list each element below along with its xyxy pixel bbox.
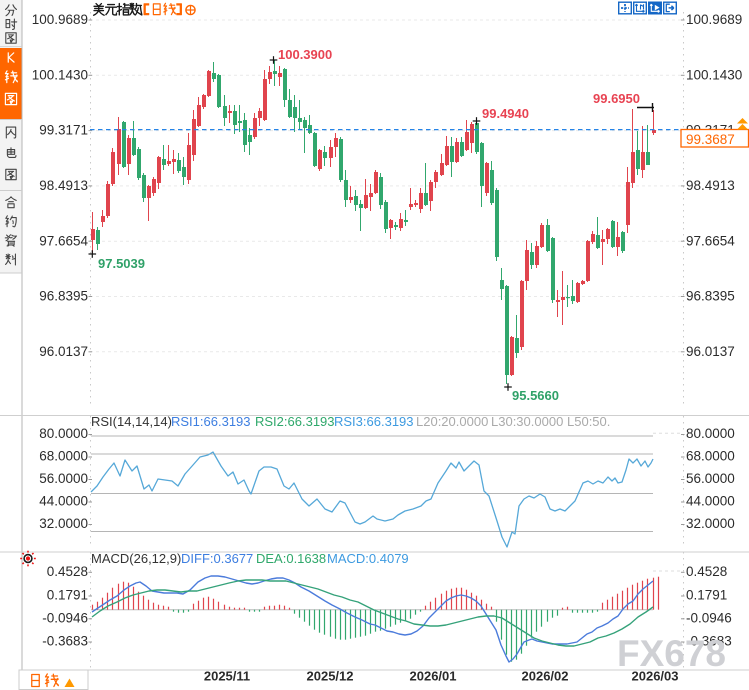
svg-text:2025/12: 2025/12	[307, 669, 354, 684]
svg-text:2026/01: 2026/01	[410, 669, 457, 684]
svg-text:98.4913: 98.4913	[39, 178, 88, 193]
svg-text:DIFF:0.3677: DIFF:0.3677	[181, 551, 253, 566]
svg-text:99.4940: 99.4940	[482, 106, 529, 121]
svg-text:RSI1:66.3193: RSI1:66.3193	[171, 414, 251, 429]
svg-text:L20:20.0000: L20:20.0000	[416, 414, 488, 429]
svg-text:99.6950: 99.6950	[593, 91, 640, 106]
svg-text:97.6654: 97.6654	[686, 233, 735, 248]
svg-text:2026/02: 2026/02	[522, 669, 569, 684]
svg-text:97.5039: 97.5039	[98, 256, 145, 271]
svg-text:RSI2:66.3193: RSI2:66.3193	[255, 414, 335, 429]
svg-text:L30:30.0000: L30:30.0000	[491, 414, 563, 429]
svg-text:100.9689: 100.9689	[686, 12, 742, 27]
svg-text:100.1430: 100.1430	[686, 67, 742, 82]
svg-text:2026/03: 2026/03	[632, 669, 679, 684]
svg-text:-0.3683: -0.3683	[42, 634, 88, 649]
svg-text:-0.0946: -0.0946	[42, 610, 88, 625]
svg-text:DEA:0.1638: DEA:0.1638	[256, 551, 326, 566]
svg-text:0.1791: 0.1791	[686, 588, 727, 603]
svg-text:98.4913: 98.4913	[686, 178, 735, 193]
svg-text:-0.3683: -0.3683	[686, 634, 732, 649]
svg-text:32.0000: 32.0000	[686, 516, 735, 531]
svg-text:44.0000: 44.0000	[686, 494, 735, 509]
svg-text:96.8395: 96.8395	[686, 289, 735, 304]
svg-text:MACD(26,12,9): MACD(26,12,9)	[91, 551, 181, 566]
svg-text:FX678: FX678	[617, 633, 726, 674]
svg-text:99.3171: 99.3171	[39, 123, 88, 138]
svg-text:68.0000: 68.0000	[39, 449, 88, 464]
svg-text:99.3687: 99.3687	[686, 132, 735, 147]
svg-text:95.5660: 95.5660	[512, 388, 559, 403]
svg-text:0.1791: 0.1791	[47, 588, 88, 603]
svg-text:RSI(14,14,14): RSI(14,14,14)	[91, 414, 172, 429]
svg-text:100.3900: 100.3900	[278, 47, 332, 62]
svg-text:0.4528: 0.4528	[47, 564, 88, 579]
svg-text:56.0000: 56.0000	[686, 471, 735, 486]
svg-text:80.0000: 80.0000	[686, 426, 735, 441]
svg-text:96.0137: 96.0137	[39, 344, 88, 359]
svg-text:2025/11: 2025/11	[204, 669, 250, 684]
svg-text:L50:50.: L50:50.	[567, 414, 610, 429]
svg-text:96.0137: 96.0137	[686, 344, 735, 359]
svg-text:0.4528: 0.4528	[686, 564, 727, 579]
svg-text:97.6654: 97.6654	[39, 233, 88, 248]
svg-text:44.0000: 44.0000	[39, 494, 88, 509]
svg-text:96.8395: 96.8395	[39, 289, 88, 304]
svg-text:32.0000: 32.0000	[39, 516, 88, 531]
svg-text:MACD:0.4079: MACD:0.4079	[327, 551, 409, 566]
svg-text:100.9689: 100.9689	[32, 12, 88, 27]
svg-text:80.0000: 80.0000	[39, 426, 88, 441]
svg-text:RSI3:66.3193: RSI3:66.3193	[334, 414, 414, 429]
svg-text:100.1430: 100.1430	[32, 67, 88, 82]
svg-text:56.0000: 56.0000	[39, 471, 88, 486]
svg-text:68.0000: 68.0000	[686, 449, 735, 464]
svg-text:-0.0946: -0.0946	[686, 610, 732, 625]
